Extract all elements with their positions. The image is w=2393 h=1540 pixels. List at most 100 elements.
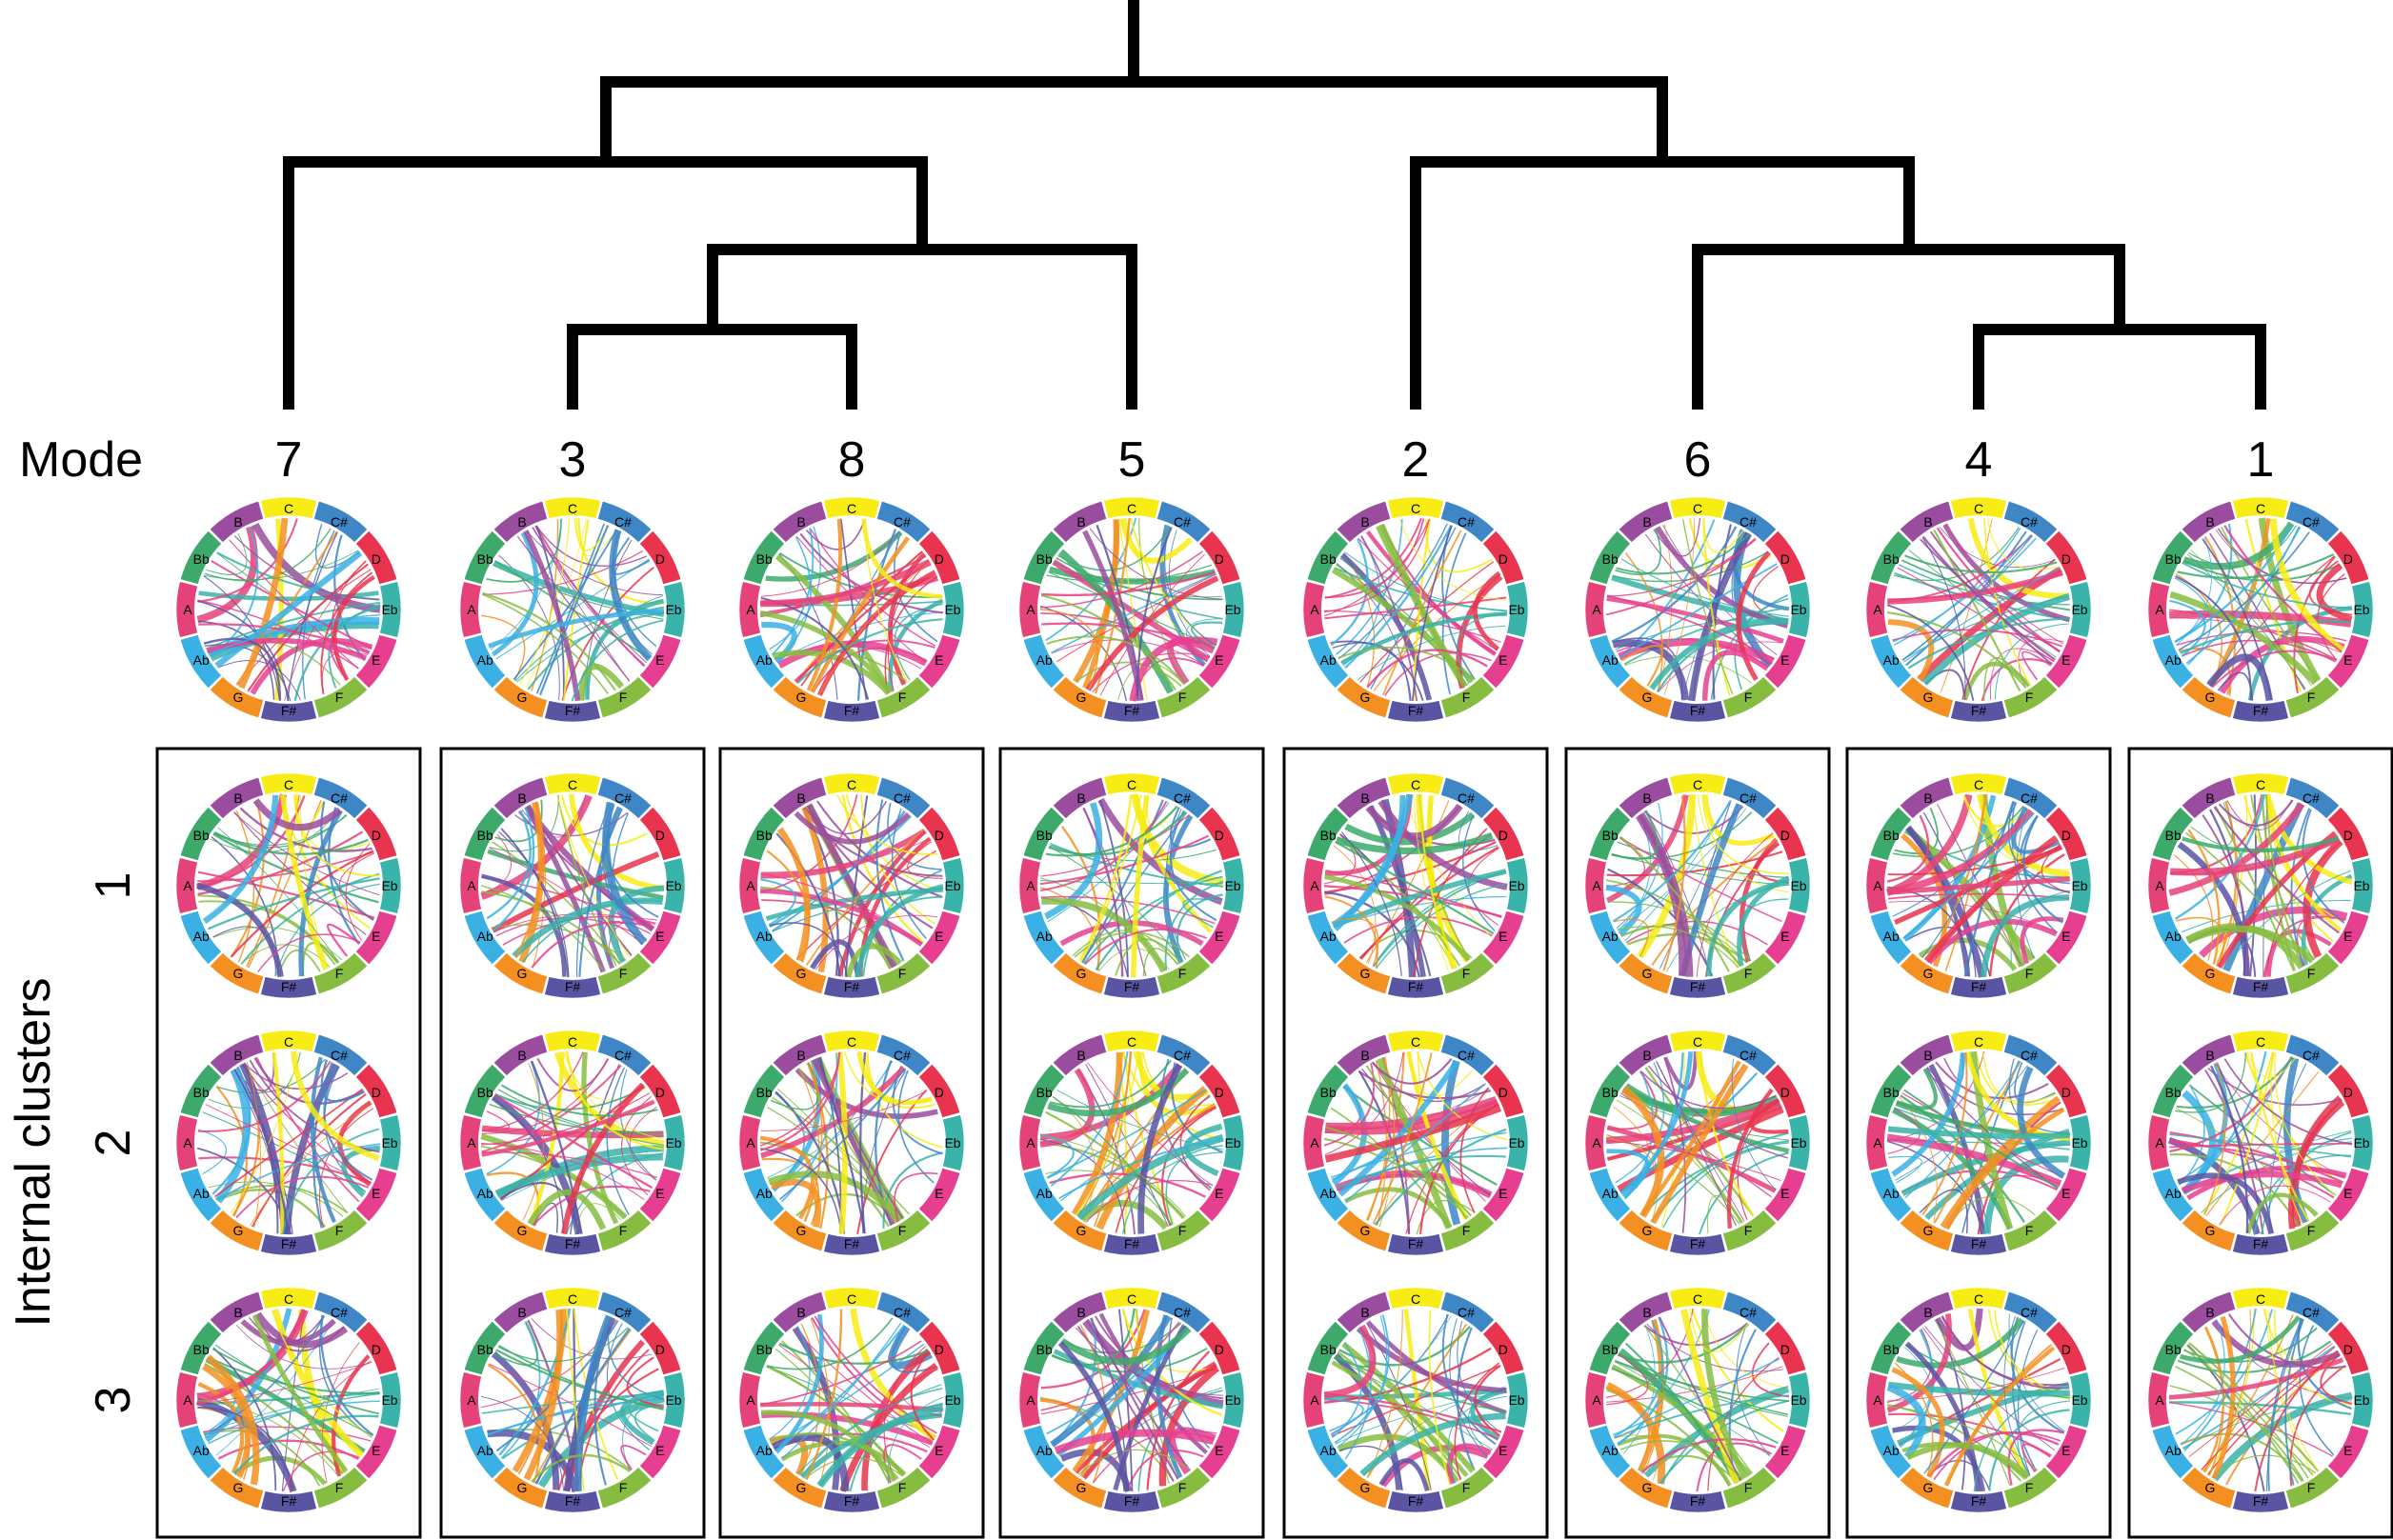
note-label: D	[1215, 828, 1224, 843]
note-label: C#	[894, 1048, 911, 1063]
note-segment	[1482, 1168, 1524, 1222]
note-segment	[1156, 501, 1211, 543]
chord	[1340, 831, 1402, 976]
chord	[252, 798, 343, 831]
note-label: F	[2025, 966, 2034, 981]
chord	[1929, 530, 2053, 666]
note-label: A	[1592, 1135, 1601, 1150]
note-label: D	[1498, 828, 1508, 843]
chord	[760, 829, 927, 879]
chord	[1146, 1350, 1211, 1490]
chord	[1940, 518, 1993, 693]
note-segment	[1440, 1210, 1495, 1251]
chord	[513, 529, 618, 681]
note-segment	[260, 1490, 317, 1513]
note-segment	[2285, 676, 2340, 718]
note-label: C#	[614, 514, 632, 530]
note-segment	[355, 1064, 397, 1118]
note-segment	[1900, 952, 1954, 994]
note-label: Bb	[1320, 1342, 1337, 1357]
note-label: F	[1744, 966, 1753, 981]
chord	[1337, 523, 1448, 660]
chord	[1606, 596, 1784, 644]
chord	[1886, 1329, 1932, 1404]
chord	[1921, 802, 2018, 959]
chord	[1098, 799, 1129, 977]
chord	[1903, 1089, 2059, 1190]
note-segment	[493, 1467, 548, 1509]
note-label: F#	[565, 1236, 581, 1251]
chord	[1360, 535, 1418, 702]
chord	[571, 619, 664, 702]
note-segment	[1619, 501, 1673, 543]
note-segment	[2003, 1210, 2058, 1251]
note-segment	[743, 1425, 785, 1479]
note-label: F	[1178, 1480, 1187, 1495]
chord	[1045, 1110, 1184, 1220]
note-label: F	[619, 1223, 628, 1238]
chord	[1617, 841, 1789, 879]
chord	[1040, 594, 1176, 690]
chord	[492, 807, 535, 932]
chord	[502, 915, 656, 946]
chord	[2203, 1327, 2224, 1476]
note-segment	[1053, 952, 1107, 994]
chord	[855, 884, 944, 978]
chord	[866, 1052, 935, 1110]
note-label: Ab	[1036, 1186, 1053, 1201]
chord	[494, 1093, 665, 1147]
note-label: G	[233, 966, 244, 981]
chord	[1921, 1051, 1968, 1216]
note-label: C	[1693, 1291, 1702, 1307]
ring-outline	[459, 1287, 686, 1513]
chord	[481, 1051, 584, 1132]
note-segment	[1619, 1467, 1673, 1509]
note-segment	[1018, 1114, 1041, 1171]
ring-outline	[1584, 1287, 1811, 1513]
note-segment	[1619, 1291, 1673, 1333]
chord	[2003, 1315, 2031, 1476]
chord	[210, 809, 340, 853]
chord	[2169, 599, 2206, 657]
chord	[1411, 525, 1453, 702]
chord	[1071, 1051, 1123, 1216]
chord	[2183, 1327, 2318, 1363]
chord	[2188, 1343, 2333, 1458]
chord	[1413, 794, 1449, 971]
note-segment	[464, 634, 506, 689]
chord	[534, 1328, 631, 1485]
note-segment	[260, 1030, 317, 1052]
chord	[1640, 1139, 1790, 1216]
chord	[1983, 1155, 2069, 1234]
chord	[1049, 846, 1183, 962]
note-label: A	[183, 1135, 192, 1150]
note-label: C#	[1458, 790, 1475, 806]
chord	[2168, 1402, 2333, 1457]
chord	[2264, 841, 2342, 977]
note-segment	[1440, 1034, 1495, 1076]
note-segment	[544, 1490, 601, 1512]
note-label: A	[746, 1392, 755, 1408]
note-segment	[2182, 1210, 2236, 1251]
chord	[2169, 1142, 2353, 1149]
chord	[1659, 1316, 1742, 1482]
chord	[1662, 1142, 1790, 1229]
note-segment	[2148, 857, 2170, 914]
note-label: A	[1592, 1392, 1601, 1408]
note-segment	[597, 1034, 652, 1076]
chord	[1041, 897, 1168, 973]
chord	[216, 1058, 326, 1094]
chord	[1945, 523, 2064, 645]
chord	[1082, 875, 1223, 965]
note-label: E	[655, 1443, 664, 1458]
note-segment	[1722, 1034, 1777, 1076]
note-label: C	[1127, 1291, 1136, 1307]
note-label: G	[517, 690, 528, 705]
chord	[1749, 1098, 1789, 1134]
chord	[2188, 525, 2298, 568]
note-segment	[1482, 910, 1524, 965]
chord	[1324, 895, 1378, 969]
note-label: F	[1178, 1223, 1187, 1238]
